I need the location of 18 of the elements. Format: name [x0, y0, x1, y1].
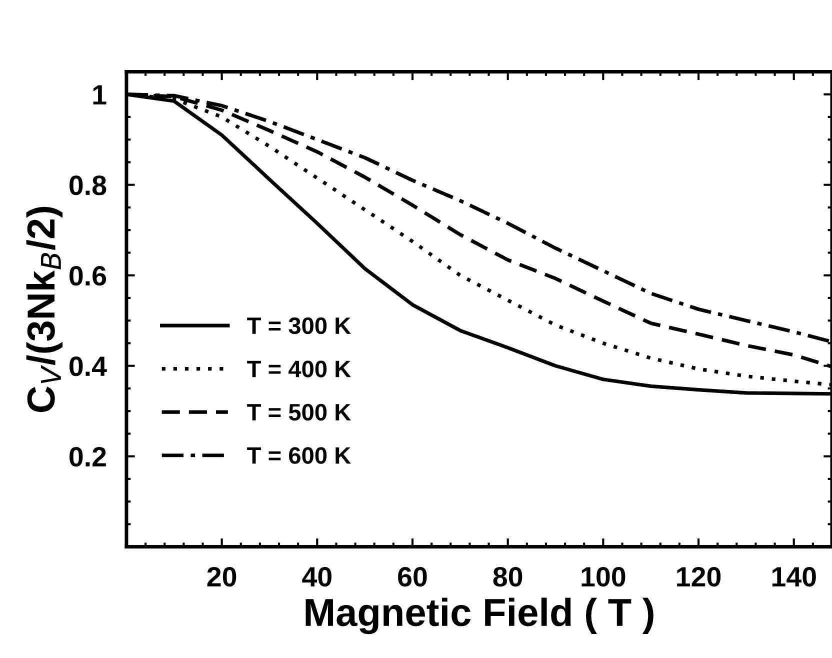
y-tick-label: 0.8	[70, 176, 106, 196]
x-tick-label: 140	[772, 566, 816, 587]
x-tick-label: 80	[493, 566, 522, 587]
y-tick-label: 0.4	[70, 356, 107, 376]
x-tick-label: 60	[398, 566, 427, 587]
y-tick-label: 0.6	[70, 266, 106, 286]
y-tick-label: 1	[93, 85, 106, 104]
x-tick-label: 20	[207, 566, 236, 587]
x-tick-label: 120	[677, 566, 721, 587]
y-tick-label: 0.2	[70, 446, 106, 467]
y-axis-title: C$_{V}$/(3Nk$_{B}$/2)	[26, 206, 63, 412]
x-tick-label: 100	[582, 566, 626, 587]
x-axis-title: Magnetic Field ( T )	[306, 598, 654, 634]
legend-label: T = 400 K	[247, 360, 351, 378]
legend-label: T = 300 K	[247, 317, 351, 334]
legend-label: T = 500 K	[247, 404, 351, 421]
x-tick-label: 40	[302, 566, 332, 587]
legend-label: T = 600 K	[247, 447, 351, 464]
